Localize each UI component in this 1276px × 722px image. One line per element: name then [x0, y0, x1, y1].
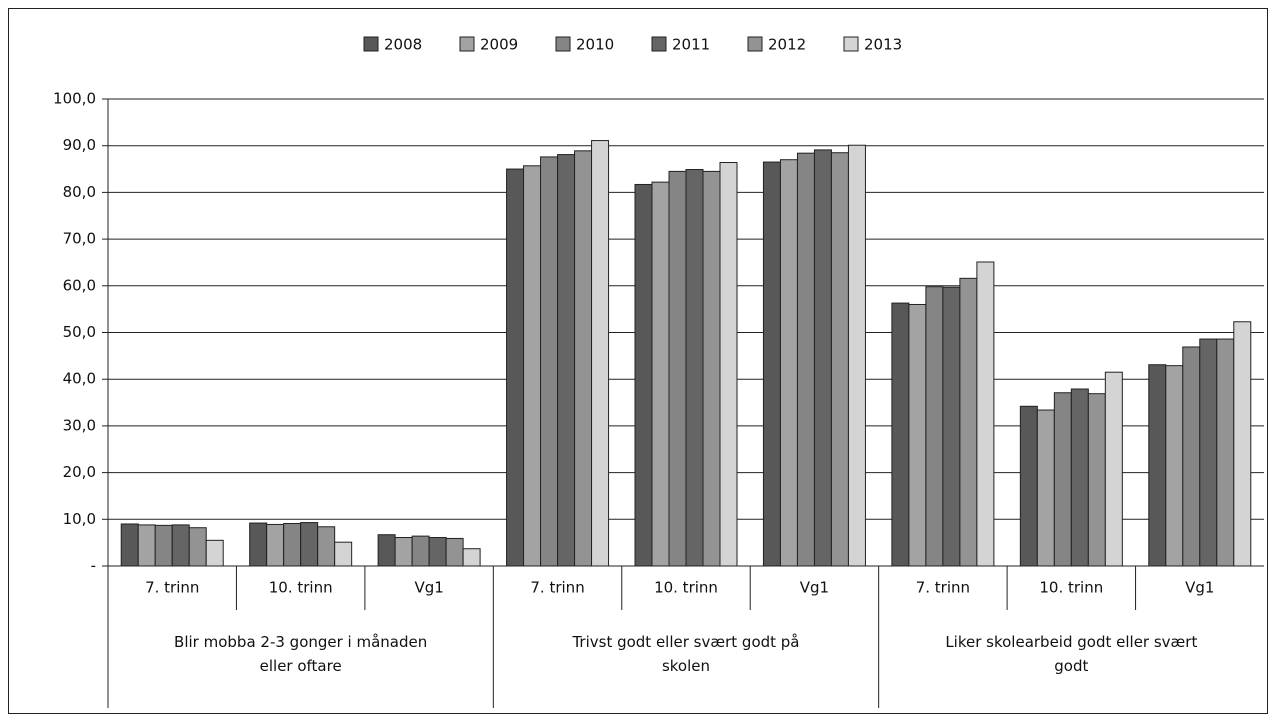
bar	[830, 152, 849, 567]
y-tick-label: 100,0	[53, 90, 96, 108]
bar	[462, 548, 481, 567]
x-tick-label: 10. trinn	[1039, 579, 1103, 597]
y-tick-label: 30,0	[63, 416, 96, 434]
bar	[574, 150, 593, 567]
x-tick-label: 7. trinn	[145, 579, 199, 597]
bar	[334, 541, 353, 567]
bar	[685, 169, 704, 567]
bar	[120, 523, 139, 567]
bar	[1019, 405, 1038, 567]
bar	[591, 140, 610, 567]
legend-swatch	[747, 36, 763, 52]
y-tick-label: 10,0	[63, 510, 96, 528]
legend-label: 2012	[768, 36, 806, 54]
bar	[317, 526, 336, 567]
bar	[976, 261, 995, 567]
bar	[154, 524, 173, 567]
bar	[171, 524, 190, 567]
bar	[959, 277, 978, 567]
bar	[137, 524, 156, 567]
legend-swatch	[651, 36, 667, 52]
bar	[1216, 338, 1235, 567]
legend-label: 2008	[384, 36, 422, 54]
y-tick-label: 80,0	[63, 183, 96, 201]
x-tick-label: 7. trinn	[916, 579, 970, 597]
bar	[668, 170, 687, 567]
bar	[394, 537, 413, 567]
bar	[1148, 364, 1167, 567]
y-tick-label: 50,0	[63, 323, 96, 341]
bar	[377, 534, 396, 567]
legend-label: 2010	[576, 36, 614, 54]
bar	[1070, 388, 1089, 567]
bar	[540, 156, 559, 567]
bar	[188, 527, 207, 567]
legend-label: 2011	[672, 36, 710, 54]
bar	[762, 161, 781, 567]
legend-label: 2009	[480, 36, 518, 54]
bar	[813, 149, 832, 567]
bar	[266, 523, 285, 567]
legend-swatch	[363, 36, 379, 52]
bar	[1182, 346, 1201, 567]
bar	[1036, 409, 1055, 567]
bar	[1199, 338, 1218, 567]
bar	[634, 183, 653, 567]
bar	[908, 303, 927, 567]
bar	[847, 144, 866, 567]
bar	[249, 522, 268, 567]
legend-swatch	[843, 36, 859, 52]
y-tick-label: 20,0	[63, 463, 96, 481]
y-tick-label: 70,0	[63, 230, 96, 248]
group-label: Blir mobba 2-3 gonger i månaden eller of…	[174, 633, 428, 675]
bar	[300, 522, 319, 567]
legend-swatch	[459, 36, 475, 52]
bar	[428, 537, 447, 567]
bar	[205, 539, 224, 567]
x-tick-label: 7. trinn	[530, 579, 584, 597]
x-tick-label: 10. trinn	[269, 579, 333, 597]
bar	[1104, 371, 1123, 567]
bar	[523, 165, 542, 567]
group-label: Trivst godt eller svært godt på skolen	[572, 633, 800, 675]
bar	[719, 162, 738, 567]
bar	[1165, 365, 1184, 567]
bar	[557, 154, 576, 567]
legend-swatch	[555, 36, 571, 52]
y-tick-label: 60,0	[63, 276, 96, 294]
bar	[1087, 393, 1106, 567]
bar	[1233, 321, 1252, 567]
frame	[8, 8, 1268, 714]
x-tick-label: Vg1	[800, 579, 829, 597]
bar	[942, 286, 961, 567]
bar	[283, 523, 302, 567]
bar	[445, 537, 464, 567]
y-tick-label: -	[91, 557, 96, 575]
bar	[411, 535, 430, 567]
x-tick-label: Vg1	[1185, 579, 1214, 597]
legend-label: 2013	[864, 36, 902, 54]
bar	[925, 286, 944, 567]
y-tick-label: 40,0	[63, 370, 96, 388]
bar	[1053, 392, 1072, 567]
bar	[779, 159, 798, 567]
bar	[891, 302, 910, 567]
group-label: Liker skolearbeid godt eller svært godt	[945, 633, 1198, 675]
y-tick-label: 90,0	[63, 136, 96, 154]
bar	[651, 181, 670, 567]
bar	[796, 152, 815, 567]
bar	[506, 168, 525, 567]
bar	[702, 170, 721, 567]
x-tick-label: Vg1	[414, 579, 443, 597]
x-tick-label: 10. trinn	[654, 579, 718, 597]
